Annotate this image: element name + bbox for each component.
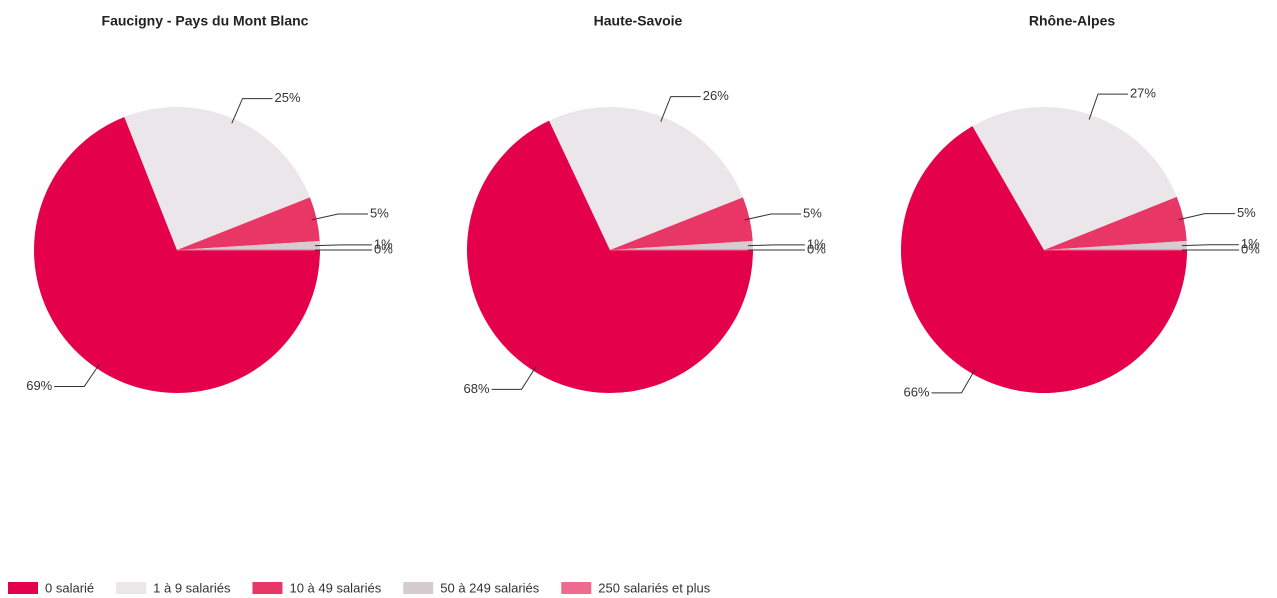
pie-slice bbox=[1044, 196, 1187, 250]
leader-line bbox=[660, 96, 701, 122]
pie-slice bbox=[177, 197, 320, 250]
legend-label: 250 salariés et plus bbox=[598, 580, 711, 595]
pie-slice bbox=[33, 117, 320, 393]
leader-line bbox=[314, 244, 372, 247]
pie-slice bbox=[972, 107, 1177, 250]
leader-line bbox=[744, 213, 802, 221]
data-label: 0% bbox=[807, 241, 826, 256]
leader-line bbox=[747, 244, 805, 247]
leader-line bbox=[1178, 213, 1235, 221]
pie-slice bbox=[549, 107, 743, 250]
leader-line bbox=[54, 363, 100, 387]
legend-label: 10 à 49 salariés bbox=[289, 580, 381, 595]
legend-label: 0 salarié bbox=[45, 580, 94, 595]
pie-slice bbox=[1044, 240, 1187, 250]
leader-line bbox=[311, 213, 369, 221]
data-label: 0% bbox=[1241, 241, 1260, 256]
leader-line bbox=[491, 366, 537, 390]
data-label: 26% bbox=[703, 88, 729, 103]
leader-line bbox=[1088, 93, 1128, 120]
chart-title: Rhône-Alpes bbox=[1029, 13, 1116, 29]
legend-swatch bbox=[8, 582, 38, 594]
data-label: 1% bbox=[807, 236, 826, 251]
pie-slice bbox=[901, 126, 1187, 393]
data-label: 66% bbox=[903, 384, 929, 399]
pie-slice bbox=[124, 107, 310, 250]
chart-title: Haute-Savoie bbox=[594, 13, 683, 29]
data-label: 5% bbox=[370, 205, 389, 220]
legend-swatch bbox=[561, 582, 592, 594]
data-label: 68% bbox=[464, 381, 490, 396]
pie-slice bbox=[177, 241, 320, 250]
leader-line bbox=[1181, 244, 1239, 247]
pie-slice bbox=[467, 120, 753, 393]
chart-title: Faucigny - Pays du Mont Blanc bbox=[102, 13, 309, 29]
data-label: 5% bbox=[1237, 205, 1256, 220]
data-label: 0% bbox=[374, 241, 393, 256]
pie-slice bbox=[610, 197, 753, 250]
data-label: 69% bbox=[26, 378, 52, 393]
leader-line bbox=[231, 98, 273, 124]
legend-swatch bbox=[116, 582, 147, 594]
data-label: 1% bbox=[1241, 236, 1260, 251]
leader-line bbox=[931, 369, 976, 394]
data-label: 5% bbox=[803, 205, 822, 220]
data-label: 25% bbox=[275, 90, 301, 105]
legend-label: 50 à 249 salariés bbox=[440, 580, 540, 595]
data-label: 27% bbox=[1130, 86, 1156, 101]
legend-swatch bbox=[252, 582, 283, 594]
legend-label: 1 à 9 salariés bbox=[153, 580, 231, 595]
legend-swatch bbox=[403, 582, 434, 594]
pie-slice bbox=[610, 241, 753, 250]
data-label: 1% bbox=[374, 236, 393, 251]
